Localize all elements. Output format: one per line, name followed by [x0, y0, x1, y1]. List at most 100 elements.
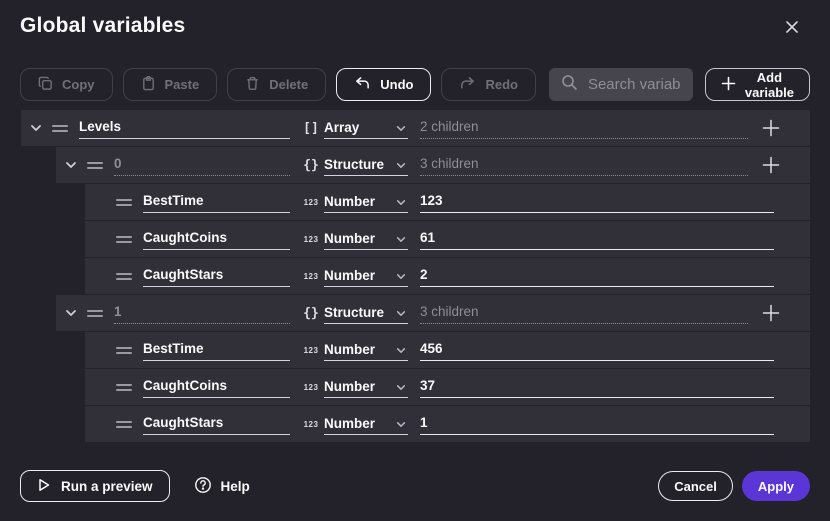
variable-type-label: Number — [324, 230, 376, 246]
play-icon — [37, 478, 51, 495]
variable-name-input[interactable]: CaughtCoins — [143, 228, 290, 250]
redo-icon — [459, 76, 476, 94]
close-icon — [783, 18, 801, 39]
close-button[interactable] — [780, 16, 804, 40]
variable-name-input[interactable]: BestTime — [143, 339, 290, 361]
copy-button[interactable]: Copy — [20, 68, 113, 101]
search-input[interactable] — [587, 76, 681, 93]
expand-chevron-icon[interactable] — [63, 161, 79, 169]
drag-handle[interactable] — [113, 383, 135, 391]
variable-value-input[interactable]: 2 — [420, 265, 774, 287]
variable-type-label: Number — [324, 267, 376, 283]
variable-type-select[interactable]: Number — [324, 265, 408, 287]
add-variable-label: Add variable — [744, 69, 795, 100]
apply-button[interactable]: Apply — [741, 471, 810, 501]
variable-value-input[interactable]: 1 — [420, 413, 774, 435]
help-label: Help — [220, 478, 250, 494]
variable-value-input[interactable]: 2 children — [420, 117, 748, 139]
variable-type-label: Number — [324, 415, 376, 431]
drag-handle[interactable] — [113, 272, 135, 280]
variable-name-input[interactable]: CaughtStars — [143, 413, 290, 435]
run-preview-button[interactable]: Run a preview — [20, 470, 170, 502]
toolbar: Copy Paste Delete Undo Redo — [20, 68, 810, 101]
variable-name-input[interactable]: 0 — [114, 154, 290, 176]
footer-actions: Cancel Apply — [658, 471, 810, 501]
add-child-button[interactable] — [760, 117, 782, 139]
variable-row: CaughtStars 123 Number 2 — [85, 258, 810, 294]
variable-type-label: Array — [324, 119, 360, 135]
copy-icon — [38, 76, 53, 94]
undo-label: Undo — [380, 77, 414, 92]
chevron-down-icon — [396, 193, 408, 211]
variable-name-input[interactable]: CaughtCoins — [143, 376, 290, 398]
variables-list: Levels [] Array 2 children 0 {} Structur… — [0, 110, 830, 443]
variable-type-label: Number — [324, 378, 376, 394]
variable-type-select[interactable]: Number — [324, 413, 408, 435]
add-child-button[interactable] — [760, 302, 782, 324]
variable-value-input[interactable]: 3 children — [420, 302, 748, 324]
paste-label: Paste — [164, 77, 200, 92]
variable-value-input[interactable]: 3 children — [420, 154, 748, 176]
drag-handle[interactable] — [113, 420, 135, 428]
paste-icon — [141, 75, 156, 94]
add-variable-button[interactable]: Add variable — [704, 68, 810, 101]
expand-chevron-icon[interactable] — [28, 124, 44, 132]
redo-label: Redo — [485, 77, 518, 92]
variable-type-icon: 123 — [303, 345, 319, 355]
variable-value-input[interactable]: 61 — [420, 228, 774, 250]
redo-button[interactable]: Redo — [441, 68, 536, 101]
variable-row: BestTime 123 Number 456 — [85, 332, 810, 368]
variable-name-input[interactable]: 1 — [114, 302, 290, 324]
drag-handle[interactable] — [49, 124, 71, 132]
expand-chevron-icon[interactable] — [63, 309, 79, 317]
variable-type-icon: 123 — [303, 271, 319, 281]
variable-row: BestTime 123 Number 123 — [85, 184, 810, 220]
variable-value-input[interactable]: 456 — [420, 339, 774, 361]
chevron-down-icon — [396, 415, 408, 433]
variable-type-icon: [] — [303, 120, 319, 136]
variable-type-icon: {} — [303, 157, 319, 173]
variable-type-select[interactable]: Structure — [324, 154, 408, 176]
drag-handle[interactable] — [113, 198, 135, 206]
variable-type-select[interactable]: Number — [324, 376, 408, 398]
undo-button[interactable]: Undo — [336, 68, 432, 101]
add-child-button[interactable] — [760, 154, 782, 176]
variable-type-select[interactable]: Array — [324, 117, 408, 139]
dialog-header: Global variables — [0, 0, 830, 44]
search-icon — [561, 74, 578, 96]
chevron-down-icon — [396, 304, 408, 322]
dialog-footer: Run a preview Help Cancel Apply — [0, 470, 830, 521]
variable-type-label: Structure — [324, 304, 385, 320]
variable-value-input[interactable]: 37 — [420, 376, 774, 398]
variable-name-input[interactable]: CaughtStars — [143, 265, 290, 287]
paste-button[interactable]: Paste — [122, 68, 218, 101]
chevron-down-icon — [396, 156, 408, 174]
cancel-button[interactable]: Cancel — [658, 471, 733, 501]
variable-row: CaughtCoins 123 Number 37 — [85, 369, 810, 405]
variable-row: 0 {} Structure 3 children — [56, 147, 810, 183]
variable-name-input[interactable]: BestTime — [143, 191, 290, 213]
trash-icon — [245, 76, 260, 94]
variable-type-select[interactable]: Structure — [324, 302, 408, 324]
undo-icon — [354, 76, 371, 94]
variable-type-icon: 123 — [303, 197, 319, 207]
chevron-down-icon — [396, 341, 408, 359]
variable-row: CaughtCoins 123 Number 61 — [85, 221, 810, 257]
variable-name-input[interactable]: Levels — [79, 117, 290, 139]
variable-type-select[interactable]: Number — [324, 191, 408, 213]
variable-row: CaughtStars 123 Number 1 — [85, 406, 810, 442]
variable-type-select[interactable]: Number — [324, 228, 408, 250]
help-button[interactable]: Help — [194, 476, 250, 497]
drag-handle[interactable] — [113, 235, 135, 243]
variable-type-select[interactable]: Number — [324, 339, 408, 361]
variable-value-input[interactable]: 123 — [420, 191, 774, 213]
drag-handle[interactable] — [84, 309, 106, 317]
delete-label: Delete — [269, 77, 309, 92]
chevron-down-icon — [396, 119, 408, 137]
delete-button[interactable]: Delete — [227, 68, 327, 101]
variable-row: 1 {} Structure 3 children — [56, 295, 810, 331]
variable-type-icon: 123 — [303, 419, 319, 429]
drag-handle[interactable] — [84, 161, 106, 169]
drag-handle[interactable] — [113, 346, 135, 354]
chevron-down-icon — [396, 230, 408, 248]
